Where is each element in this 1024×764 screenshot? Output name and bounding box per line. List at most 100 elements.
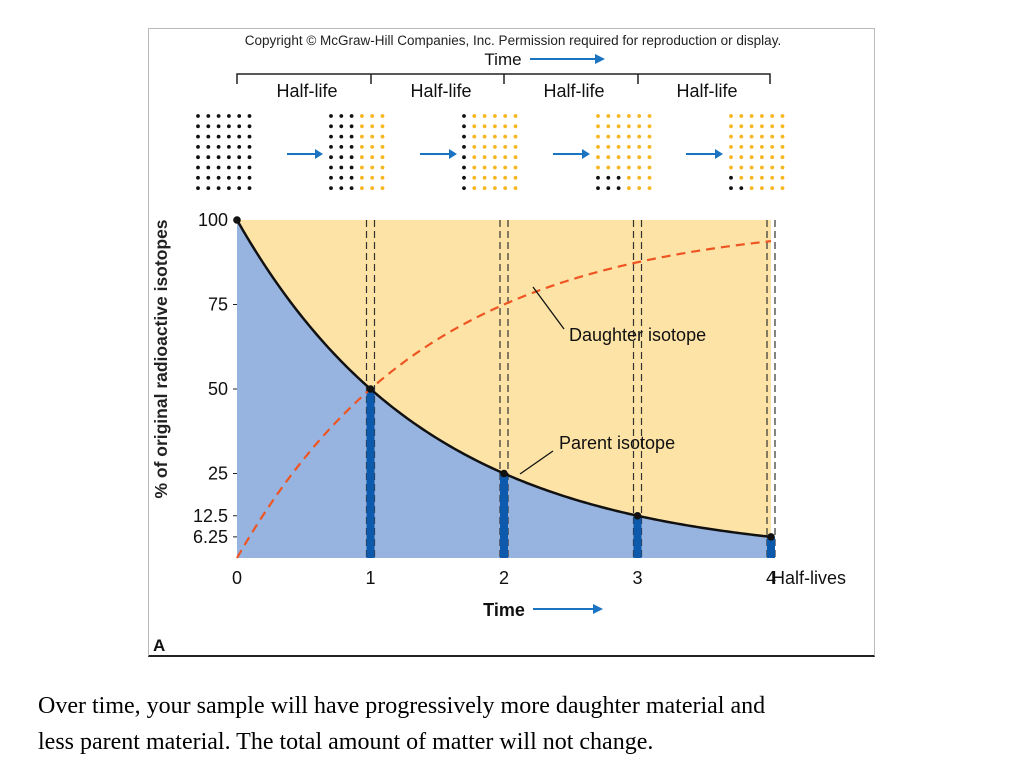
parent-atom-dot bbox=[329, 124, 333, 129]
parent-atom-dot bbox=[349, 124, 354, 129]
y-tick-label: 25 bbox=[208, 464, 228, 484]
daughter-atom-dot bbox=[616, 165, 621, 170]
dot-grid-1 bbox=[196, 114, 252, 191]
parent-atom-dot bbox=[237, 155, 242, 160]
parent-amount-bar bbox=[500, 473, 508, 558]
daughter-atom-dot bbox=[749, 134, 754, 139]
daughter-atom-dot bbox=[760, 165, 764, 170]
grid-arrows bbox=[287, 149, 723, 159]
decay-arrow-1 bbox=[287, 149, 323, 159]
parent-atom-dot bbox=[349, 186, 354, 191]
daughter-atom-dot bbox=[760, 145, 764, 149]
daughter-atom-dot bbox=[627, 155, 631, 160]
daughter-atom-dot bbox=[729, 134, 733, 139]
daughter-atom-dot bbox=[739, 134, 744, 139]
parent-atom-dot bbox=[729, 186, 733, 191]
parent-atom-dot bbox=[349, 134, 354, 139]
copyright-notice: Copyright © McGraw-Hill Companies, Inc. … bbox=[245, 33, 781, 48]
daughter-atom-dot bbox=[739, 145, 744, 149]
daughter-atom-dot bbox=[637, 155, 642, 160]
parent-atom-dot bbox=[196, 165, 200, 170]
daughter-atom-dot bbox=[493, 186, 497, 191]
parent-atom-dot bbox=[339, 145, 344, 149]
daughter-atom-dot bbox=[493, 134, 497, 139]
daughter-atom-dot bbox=[770, 124, 775, 129]
parent-data-point bbox=[500, 469, 508, 478]
daughter-atom-dot bbox=[647, 134, 652, 139]
daughter-atom-dot bbox=[370, 114, 375, 118]
parent-atom-dot bbox=[606, 175, 611, 180]
daughter-atom-dot bbox=[513, 145, 518, 149]
daughter-atom-dot bbox=[637, 114, 642, 118]
parent-atom-dot bbox=[206, 124, 211, 129]
parent-atom-dot bbox=[227, 145, 231, 149]
daughter-atom-dot bbox=[647, 124, 652, 129]
daughter-atom-dot bbox=[647, 186, 652, 191]
daughter-atom-dot bbox=[729, 155, 733, 160]
parent-atom-dot bbox=[206, 175, 211, 180]
parent-atom-dot bbox=[247, 145, 252, 149]
half-life-figure: Copyright © McGraw-Hill Companies, Inc. … bbox=[151, 33, 846, 655]
daughter-atom-dot bbox=[770, 134, 775, 139]
parent-atom-dot bbox=[237, 124, 242, 129]
plot-area: 100 75 50 25 12.56.25 0 1 2 3 4 Daughter isotope Pa… bbox=[193, 210, 776, 588]
daughter-atom-dot bbox=[503, 155, 508, 160]
parent-atom-dot bbox=[206, 165, 211, 170]
daughter-atom-dot bbox=[606, 134, 611, 139]
parent-amount-bar bbox=[366, 389, 375, 558]
daughter-atom-dot bbox=[749, 114, 754, 118]
daughter-atom-dot bbox=[606, 145, 611, 149]
daughter-isotope-curve bbox=[236, 240, 772, 559]
daughter-atom-dot bbox=[472, 114, 477, 118]
daughter-atom-dot bbox=[760, 134, 764, 139]
x-tick-label: 3 bbox=[632, 568, 642, 588]
parent-atom-dot bbox=[216, 186, 221, 191]
daughter-atom-dot bbox=[739, 114, 744, 118]
parent-atom-dot bbox=[349, 165, 354, 170]
half-life-label-1: Half-life bbox=[276, 81, 337, 101]
decay-arrow-2 bbox=[420, 149, 457, 159]
dot-grid-2 bbox=[329, 114, 385, 191]
daughter-atom-dot bbox=[749, 145, 754, 149]
parent-atom-dot bbox=[596, 186, 600, 191]
parent-atom-dot bbox=[247, 155, 252, 160]
daughter-atom-dot bbox=[627, 114, 631, 118]
daughter-atom-dot bbox=[472, 186, 477, 191]
daughter-atom-dot bbox=[637, 124, 642, 129]
daughter-atom-dot bbox=[627, 124, 631, 129]
parent-atom-dot bbox=[349, 155, 354, 160]
daughter-atom-dot bbox=[513, 175, 518, 180]
parent-atom-dot bbox=[339, 124, 344, 129]
daughter-atom-dot bbox=[493, 124, 497, 129]
daughter-atom-dot bbox=[637, 134, 642, 139]
parent-atom-dot bbox=[329, 186, 333, 191]
top-time-arrow bbox=[530, 54, 605, 64]
daughter-atom-dot bbox=[482, 186, 487, 191]
parent-atom-dot bbox=[739, 186, 744, 191]
parent-atom-dot bbox=[216, 165, 221, 170]
parent-atom-dot bbox=[462, 165, 466, 170]
parent-atom-dot bbox=[616, 175, 621, 180]
daughter-atom-dot bbox=[637, 145, 642, 149]
x-axis-label: Time bbox=[483, 600, 525, 620]
daughter-atom-dot bbox=[780, 175, 785, 180]
daughter-atom-dot bbox=[637, 165, 642, 170]
daughter-atom-dot bbox=[760, 175, 764, 180]
half-life-bracket bbox=[236, 73, 771, 84]
daughter-atom-dot bbox=[760, 155, 764, 160]
x-tick-label: 1 bbox=[365, 568, 375, 588]
daughter-atom-dot bbox=[780, 134, 785, 139]
parent-atom-dot bbox=[237, 186, 242, 191]
decay-arrow-3 bbox=[553, 149, 590, 159]
daughter-atom-dot bbox=[503, 175, 508, 180]
half-life-marker-2 bbox=[499, 220, 509, 558]
parent-atom-dot bbox=[237, 165, 242, 170]
caption-line-2: less parent material. The total amount o… bbox=[38, 729, 654, 755]
daughter-isotope-label: Daughter isotope bbox=[569, 325, 706, 345]
daughter-atom-dot bbox=[647, 165, 652, 170]
parent-isotope-annotation: Parent isotope bbox=[519, 433, 675, 475]
daughter-atom-dot bbox=[503, 134, 508, 139]
parent-atom-dot bbox=[227, 134, 231, 139]
half-life-marker-3 bbox=[632, 220, 643, 558]
daughter-atom-dot bbox=[770, 114, 775, 118]
